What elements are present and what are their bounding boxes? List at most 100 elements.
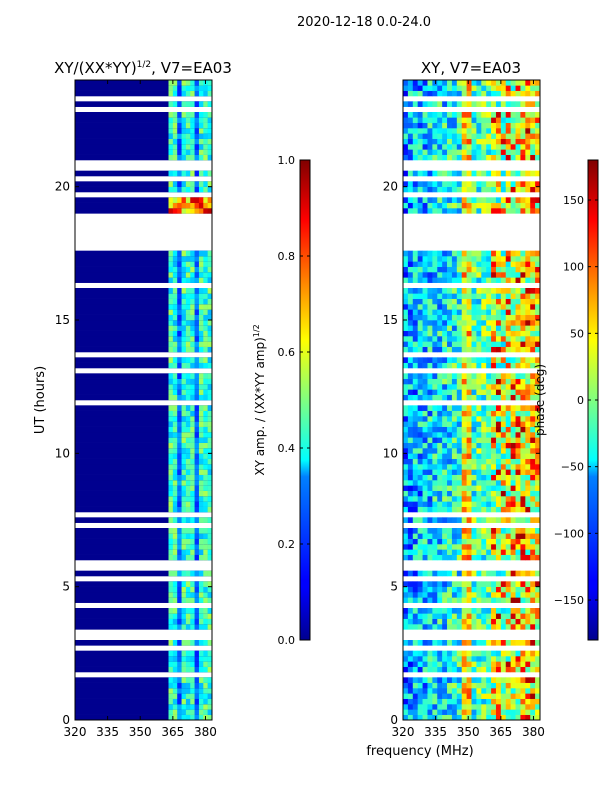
right-heat-cell xyxy=(520,533,526,539)
left-heat-cell xyxy=(177,85,182,91)
right-heat-cell xyxy=(510,608,516,614)
left-heat-cell xyxy=(168,538,174,545)
right-heat-cell xyxy=(447,538,453,545)
right-heat-cell xyxy=(471,389,477,395)
left-heat-cell xyxy=(207,272,213,278)
right-heat-cell xyxy=(427,138,433,145)
right-heat-cell xyxy=(442,90,448,97)
right-heat-cell xyxy=(530,85,536,91)
right-heat-cell xyxy=(427,469,433,475)
right-heat-cell xyxy=(461,293,467,299)
left-heat-cell xyxy=(75,554,212,561)
left-heat-cell xyxy=(177,330,182,337)
right-heat-cell xyxy=(456,480,463,486)
left-heat-cell xyxy=(177,421,182,427)
left-heat-cell xyxy=(177,538,182,545)
left-heat-cell xyxy=(168,485,174,491)
right-heat-cell xyxy=(403,378,409,385)
right-heat-cell xyxy=(432,506,438,513)
right-heat-cell xyxy=(520,666,526,673)
right-heat-cell xyxy=(456,458,463,465)
right-heat-cell xyxy=(456,661,463,667)
right-heat-cell xyxy=(515,442,521,449)
right-heat-cell xyxy=(530,693,536,699)
right-heat-cell xyxy=(515,581,521,587)
right-heat-cell xyxy=(530,714,536,721)
left-heat-cell xyxy=(172,618,178,625)
right-heat-cell xyxy=(520,448,526,454)
right-heat-cell xyxy=(427,597,433,603)
right-heat-row xyxy=(403,490,541,497)
left-heat-cell xyxy=(75,437,212,443)
left-heat-cell xyxy=(185,373,191,379)
right-heat-cell xyxy=(466,426,472,433)
right-heat-cell xyxy=(461,202,467,209)
right-heat-cell xyxy=(476,330,482,337)
right-heat-cell xyxy=(447,496,453,502)
right-heat-cell xyxy=(510,592,516,598)
right-heat-cell xyxy=(451,618,458,625)
right-heat-cell xyxy=(500,554,507,561)
right-heat-cell xyxy=(535,506,541,513)
right-heat-cell xyxy=(412,320,418,326)
right-heat-cell xyxy=(432,314,438,321)
left-heat-cell xyxy=(75,469,212,475)
left-heat-cell xyxy=(190,682,195,689)
right-heat-cell xyxy=(432,250,438,257)
right-heat-cell xyxy=(500,693,507,699)
right-heat-cell xyxy=(447,650,453,657)
right-heat-cell xyxy=(422,320,428,326)
right-heat-cell xyxy=(481,133,487,139)
left-heat-cell xyxy=(172,389,178,395)
right-heat-cell xyxy=(525,698,531,705)
left-heat-row xyxy=(75,666,213,673)
right-heat-cell xyxy=(456,261,463,267)
right-heat-cell xyxy=(447,421,453,427)
right-heat-cell xyxy=(530,704,536,710)
right-heat-cell xyxy=(515,586,521,593)
left-heat-cell xyxy=(190,554,195,561)
left-heat-row xyxy=(75,80,213,86)
left-heat-cell xyxy=(190,421,195,427)
right-heat-cell xyxy=(412,394,418,401)
left-heat-cell xyxy=(181,437,187,443)
left-heat-cell xyxy=(185,250,191,257)
right-heat-cell xyxy=(447,405,453,411)
right-heat-cell xyxy=(500,448,507,454)
left-heat-cell xyxy=(172,320,178,326)
right-heat-cell xyxy=(422,474,428,481)
right-heat-cell xyxy=(417,138,423,145)
right-heat-cell xyxy=(515,133,521,139)
right-heat-cell xyxy=(481,128,487,134)
right-heat-cell xyxy=(437,464,443,470)
right-heat-row xyxy=(403,101,541,107)
left-heat-cell xyxy=(185,293,191,299)
right-heat-row xyxy=(403,149,541,155)
right-heat-cell xyxy=(427,197,433,203)
right-heat-cell xyxy=(491,272,497,278)
left-heat-cell xyxy=(198,410,204,417)
left-heat-cell xyxy=(168,320,174,326)
right-heat-cell xyxy=(437,384,443,390)
right-heat-cell xyxy=(510,677,516,683)
left-heat-cell xyxy=(177,394,182,401)
right-heat-cell xyxy=(427,570,433,577)
left-heat-cell xyxy=(198,544,204,550)
right-heat-cell xyxy=(403,618,409,625)
right-heat-cell xyxy=(530,586,536,593)
right-heat-cell xyxy=(437,453,443,459)
right-heat-cell xyxy=(417,277,423,283)
left-heat-cell xyxy=(207,266,213,273)
left-heat-cell xyxy=(177,138,182,145)
right-heat-cell xyxy=(456,549,463,555)
right-heat-cell xyxy=(461,682,467,689)
left-heat-cell xyxy=(75,117,212,123)
left-heat-cell xyxy=(198,677,204,683)
right-heat-cell xyxy=(471,272,477,278)
left-heat-cell xyxy=(194,709,200,715)
right-heat-row xyxy=(403,133,541,139)
left-heat-cell xyxy=(172,650,178,657)
right-heat-cell xyxy=(422,325,428,331)
right-heat-cell xyxy=(403,154,409,161)
left-heat-cell xyxy=(207,357,213,363)
